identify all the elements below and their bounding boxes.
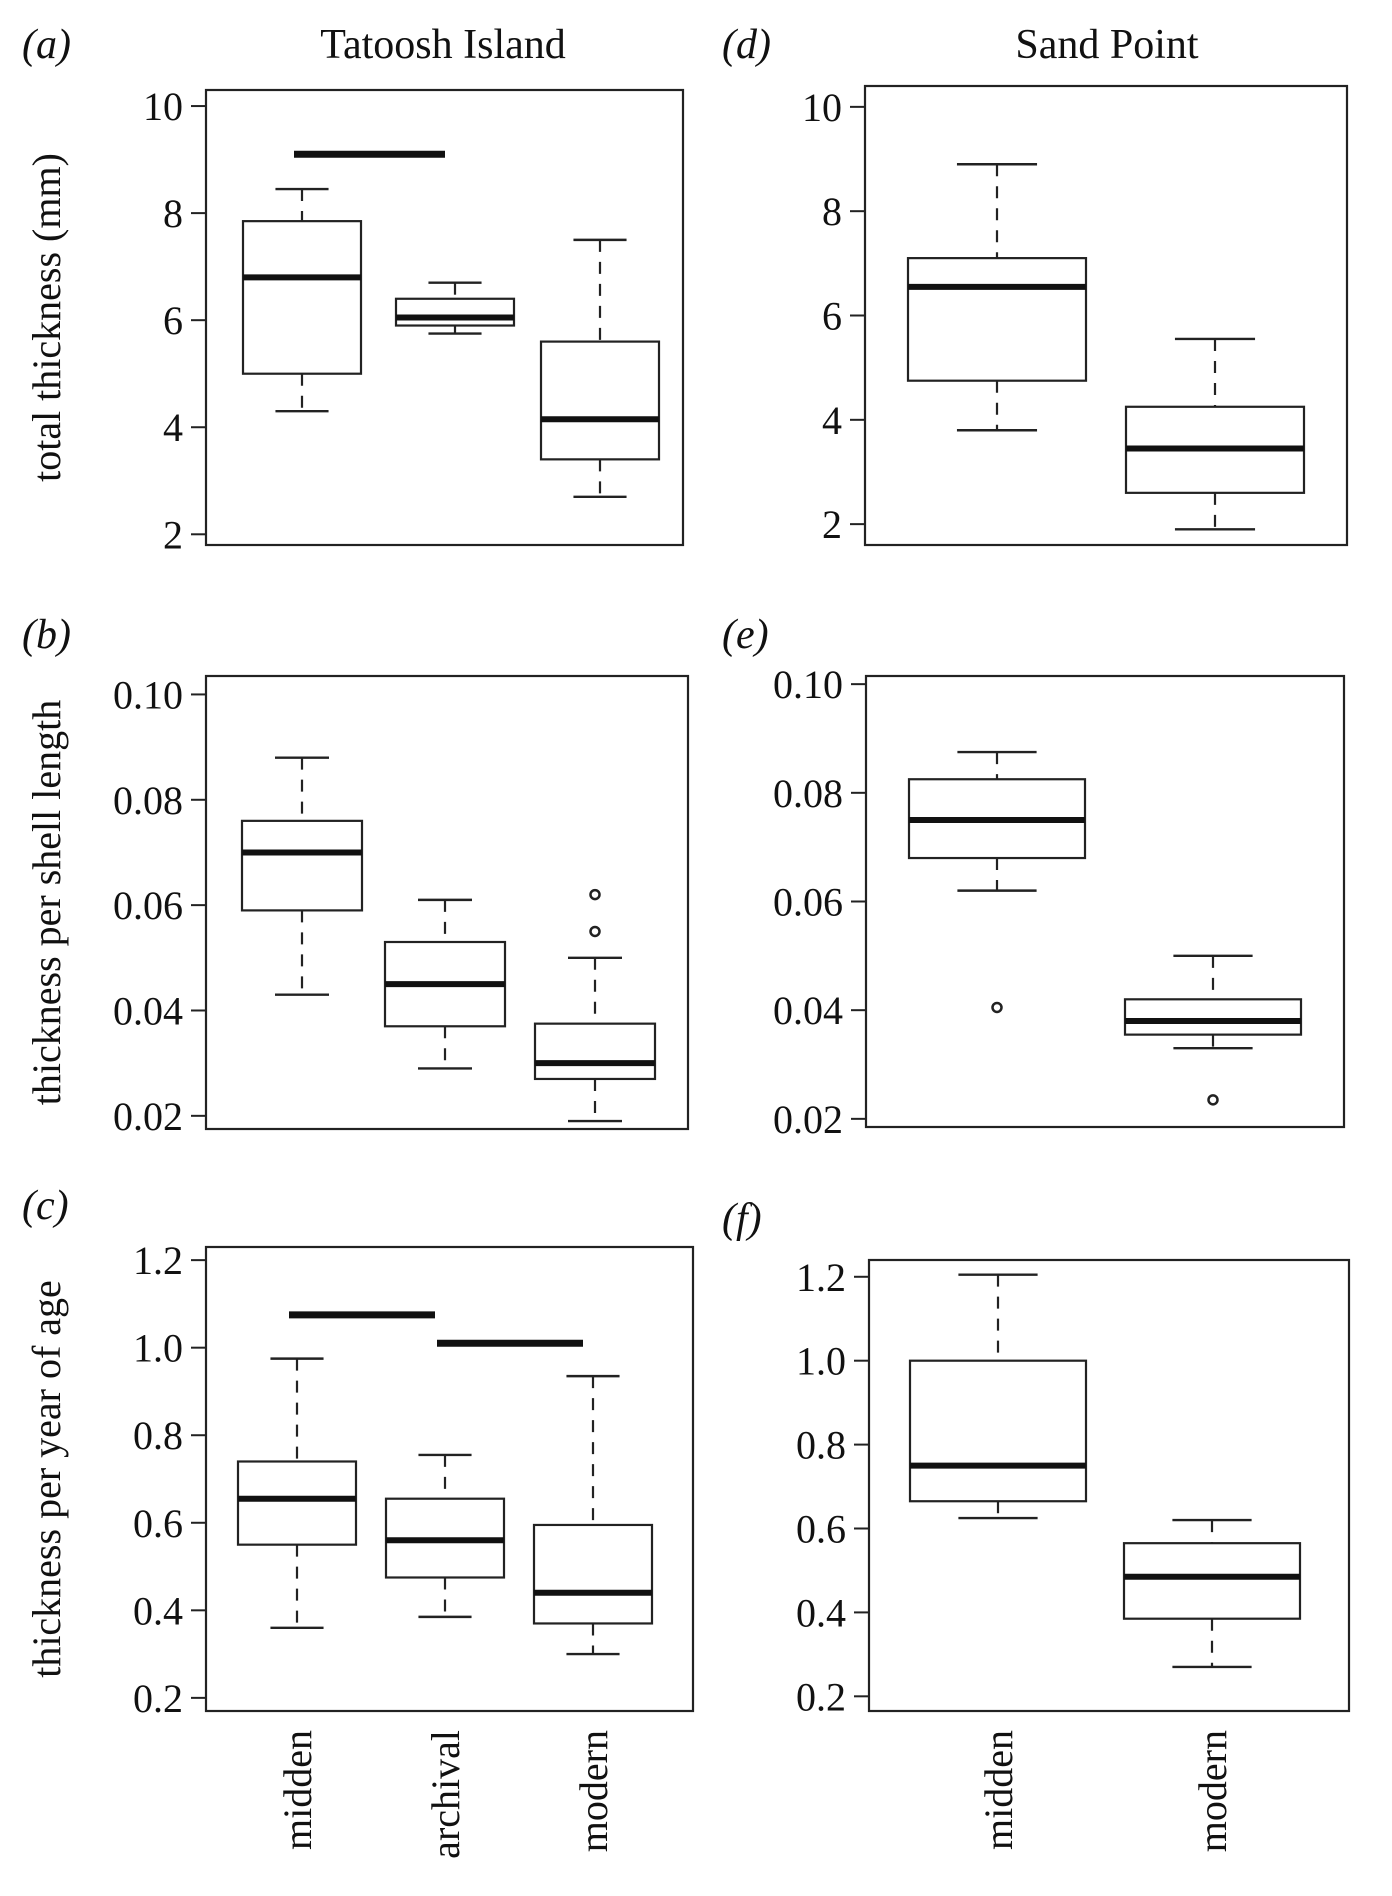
iqr-box: [1122, 1542, 1302, 1620]
box-midden: [906, 163, 1088, 432]
box-modern: [539, 238, 661, 499]
panel-label: (c): [22, 1183, 69, 1229]
iqr-box: [236, 1460, 358, 1546]
x-category-label: modern: [571, 1730, 616, 1852]
y-tick-label: 8: [822, 189, 842, 234]
y-tick-label: 0.10: [113, 672, 183, 717]
y-axis-label: total thickness (mm): [24, 153, 69, 482]
box-modern: [1123, 954, 1303, 1106]
iqr-box: [539, 340, 661, 461]
y-tick-label: 0.8: [796, 1423, 846, 1468]
box-archival: [384, 1453, 506, 1619]
box-midden: [241, 187, 363, 413]
outlier-point: [991, 1001, 1003, 1014]
plot-frame: [204, 88, 685, 547]
box-modern: [532, 1374, 654, 1656]
x-category-label: archival: [423, 1730, 468, 1859]
iqr-box: [1123, 998, 1303, 1036]
panel-label: (a): [22, 22, 71, 68]
outlier-point: [1207, 1094, 1219, 1106]
y-tick-label: 4: [822, 398, 842, 443]
x-category-label: midden: [275, 1730, 320, 1850]
y-tick-label: 0.6: [133, 1501, 183, 1546]
plot-frame: [204, 1245, 695, 1713]
iqr-box: [908, 1359, 1088, 1503]
column-title: Tatoosh Island: [320, 22, 566, 68]
box-modern: [1124, 337, 1306, 531]
iqr-box: [533, 1022, 657, 1081]
y-tick-label: 0.06: [113, 883, 183, 928]
y-tick-label: 0.6: [796, 1507, 846, 1552]
y-tick-label: 2: [822, 502, 842, 547]
panel-f: (f) 0.2 0.4 0.6 0.8 1.0 1.2 midden modern: [722, 1196, 1351, 1852]
box-midden: [908, 1273, 1088, 1520]
y-tick-label: 1.2: [796, 1255, 846, 1300]
panel-label: (b): [22, 612, 71, 658]
y-tick-label: 1.0: [796, 1339, 846, 1384]
y-tick-label: 0.02: [113, 1094, 183, 1139]
y-tick-label: 4: [163, 405, 183, 450]
y-tick-label: 0.08: [773, 771, 843, 816]
box-modern: [1122, 1518, 1302, 1669]
y-axis-label: thickness per shell length: [24, 700, 69, 1105]
panel-label: (e): [722, 612, 769, 658]
iqr-box: [240, 819, 364, 912]
box-midden: [907, 750, 1087, 1014]
iqr-box: [241, 220, 363, 375]
y-tick-label: 0.4: [796, 1590, 846, 1635]
y-tick-label: 0.2: [796, 1674, 846, 1719]
panel-d: (d) Sand Point 2 4 6 8 10: [722, 22, 1349, 547]
y-tick-label: 1.2: [133, 1238, 183, 1283]
panel-a: (a) Tatoosh Island total thickness (mm) 2 4 6…: [22, 22, 685, 557]
y-tick-label: 0.08: [113, 778, 183, 823]
iqr-box: [394, 297, 516, 327]
y-tick-label: 0.8: [133, 1413, 183, 1458]
box-midden: [240, 756, 364, 996]
y-tick-label: 1.0: [133, 1326, 183, 1371]
y-tick-label: 10: [802, 85, 842, 130]
box-modern: [533, 888, 657, 1123]
outlier-point: [589, 888, 601, 901]
y-tick-label: 8: [163, 191, 183, 236]
y-tick-label: 0.2: [133, 1676, 183, 1721]
y-tick-label: 2: [163, 512, 183, 557]
panel-e: (e) 0.02 0.04 0.06 0.08 0.10: [722, 612, 1346, 1142]
y-tick-label: 10: [143, 84, 183, 129]
y-axis-label: thickness per year of age: [24, 1280, 69, 1678]
y-tick-label: 0.02: [773, 1097, 843, 1142]
plot-frame: [204, 674, 690, 1131]
panel-b: (b) thickness per shell length 0.02 0.04 0.0…: [22, 612, 690, 1139]
y-tick-label: 6: [163, 298, 183, 343]
panel-label: (d): [722, 22, 771, 68]
x-category-label: midden: [976, 1730, 1021, 1850]
iqr-box: [906, 257, 1088, 382]
y-tick-label: 0.06: [773, 880, 843, 925]
plot-frame: [867, 1258, 1351, 1713]
x-category-label: modern: [1190, 1730, 1235, 1852]
iqr-box: [532, 1523, 654, 1625]
box-archival: [394, 281, 516, 335]
panel-c: (c) thickness per year of age 0.2 0.4 0.6 0.8…: [22, 1183, 695, 1859]
y-tick-label: 0.4: [133, 1588, 183, 1633]
y-tick-label: 0.04: [773, 988, 843, 1033]
plot-frame: [864, 674, 1346, 1129]
y-tick-label: 0.10: [773, 662, 843, 707]
column-title: Sand Point: [1015, 22, 1199, 68]
box-midden: [236, 1357, 358, 1630]
y-tick-label: 6: [822, 294, 842, 339]
panel-label: (f): [722, 1196, 762, 1242]
outlier-point: [589, 925, 601, 938]
box-archival: [383, 898, 507, 1070]
y-tick-label: 0.04: [113, 988, 183, 1033]
